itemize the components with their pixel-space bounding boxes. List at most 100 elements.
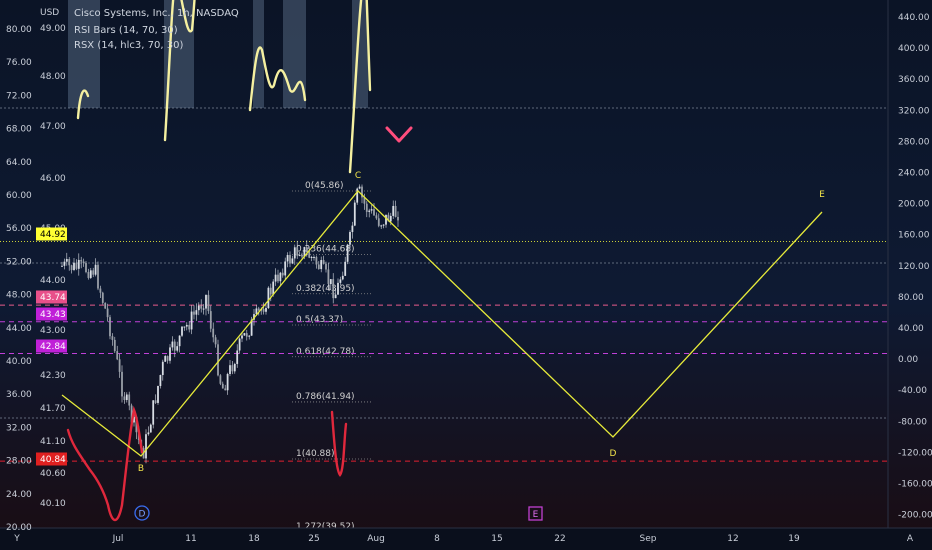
- candle-body: [320, 260, 323, 270]
- candle-body: [233, 363, 236, 372]
- candle-body: [305, 247, 308, 251]
- price-tag: 42.84: [40, 342, 66, 352]
- candle-body: [94, 264, 97, 275]
- candle-body: [267, 287, 270, 309]
- candle-body: [89, 270, 92, 278]
- candle-body: [394, 205, 397, 217]
- left-axis-tick: 64.00: [6, 158, 32, 168]
- price-axis-tick: 43.00: [40, 326, 66, 336]
- candle-body: [339, 279, 342, 283]
- candle-body: [99, 288, 102, 293]
- price-tag-bg: [36, 290, 67, 304]
- price-axis-tick: 41.70: [40, 404, 66, 414]
- candle-body: [315, 256, 318, 265]
- candle-body: [97, 264, 99, 289]
- right-axis-tick: 200.00: [898, 200, 930, 210]
- candle-body: [317, 264, 320, 270]
- left-axis-tick: 44.00: [6, 324, 32, 334]
- rsx-line-high: [348, 0, 363, 174]
- wave-label-e: E: [819, 190, 825, 200]
- price-axis-tick: 40.10: [40, 499, 66, 509]
- candle-body: [245, 333, 248, 337]
- left-axis-tick: 80.00: [6, 25, 32, 35]
- candle-body: [349, 232, 351, 245]
- candle-body: [363, 197, 366, 204]
- overbought-band: [283, 0, 306, 108]
- fib-label: 0.618(42.78): [296, 347, 355, 357]
- price-axis-tick: 44.00: [40, 276, 66, 286]
- candle-body: [106, 308, 109, 318]
- price-tag: 43.74: [40, 293, 66, 303]
- right-axis-tick: -120.00: [898, 448, 932, 458]
- left-axis-tick: 72.00: [6, 91, 32, 101]
- candle-body: [113, 339, 116, 352]
- rsx-line-low: [66, 405, 144, 522]
- candle-body: [207, 294, 210, 312]
- candle-body: [286, 255, 289, 262]
- candle-body: [296, 247, 299, 256]
- candle-body: [322, 260, 325, 264]
- candle-body: [274, 274, 277, 282]
- candle-body: [181, 326, 183, 336]
- candle-body: [397, 216, 399, 221]
- x-axis-tick: 12: [727, 534, 738, 544]
- candle-body: [123, 396, 126, 400]
- candle-body: [169, 347, 171, 361]
- candle-body: [248, 335, 251, 337]
- candle-body: [231, 365, 234, 372]
- price-axis-tick: 42.30: [40, 371, 66, 381]
- candle-body: [128, 394, 131, 406]
- candle-body: [75, 262, 78, 269]
- x-axis-tick: 11: [185, 534, 196, 544]
- wave-label-c: C: [355, 171, 361, 181]
- price-tag-bg: [36, 307, 67, 321]
- candle-body: [310, 256, 313, 258]
- candle-body: [193, 311, 195, 315]
- left-axis-tick: 36.00: [6, 390, 32, 400]
- candle-body: [92, 270, 95, 275]
- candle-body: [217, 344, 219, 376]
- left-axis-tick: 28.00: [6, 457, 32, 467]
- candle-body: [272, 281, 275, 295]
- left-axis-tick: 40.00: [6, 357, 32, 367]
- candle-body: [344, 261, 347, 276]
- overbought-band: [253, 0, 264, 108]
- indicator-label: RSI Bars (14, 70, 30): [74, 25, 178, 36]
- candle-body: [229, 365, 231, 375]
- right-axis-tick: 440.00: [898, 13, 930, 23]
- rsx-line-high: [248, 46, 307, 112]
- left-axis-tick: 48.00: [6, 291, 32, 301]
- price-axis-tick: 48.00: [40, 72, 66, 82]
- price-axis-tick: 46.00: [40, 174, 66, 184]
- x-axis-tick: 19: [788, 534, 800, 544]
- price-axis-tick: 40.60: [40, 469, 66, 479]
- corner-label-left: Y: [13, 534, 20, 544]
- candle-body: [130, 405, 133, 423]
- wave-line: [61, 190, 823, 457]
- candle-body: [291, 258, 294, 264]
- candle-body: [70, 265, 73, 270]
- candle-body: [375, 215, 378, 219]
- candle-body: [63, 261, 66, 266]
- candle-body: [195, 310, 198, 315]
- candle-body: [145, 434, 147, 459]
- candle-body: [356, 188, 359, 203]
- candle-body: [109, 317, 111, 337]
- candle-body: [385, 214, 387, 225]
- fib-label: 1.272(39.52): [296, 522, 355, 532]
- horizontal-levels: [0, 241, 888, 462]
- candle-body: [154, 400, 157, 403]
- x-axis-tick: 8: [434, 534, 440, 544]
- rsx-indicator: [66, 0, 372, 522]
- candle-body: [334, 294, 337, 299]
- left-axis-tick: 60.00: [6, 191, 32, 201]
- candle-body: [135, 416, 138, 433]
- wave-pattern: B C D E D E: [61, 126, 825, 521]
- candle-body: [188, 324, 191, 330]
- candle-body: [353, 202, 356, 226]
- candle-body: [226, 374, 229, 391]
- candle-body: [257, 308, 260, 311]
- candle-body: [161, 361, 164, 376]
